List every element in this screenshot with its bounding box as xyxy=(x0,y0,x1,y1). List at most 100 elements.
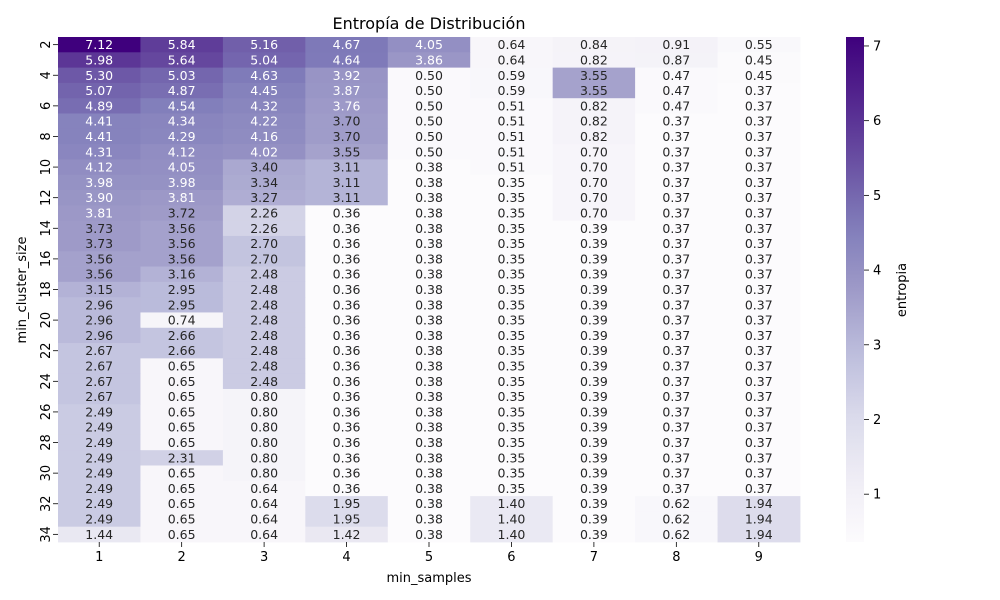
heatmap-cell xyxy=(635,220,718,237)
heatmap-cell-label: 0.65 xyxy=(168,496,196,511)
heatmap-cell-label: 0.36 xyxy=(333,450,361,465)
heatmap-cell-label: 5.16 xyxy=(250,37,278,52)
heatmap-cell xyxy=(552,220,636,237)
heatmap-cell xyxy=(552,327,636,344)
heatmap-cell-label: 3.70 xyxy=(333,129,361,144)
heatmap-cell-label: 0.37 xyxy=(662,129,690,144)
heatmap-cell xyxy=(717,52,801,68)
heatmap-cell xyxy=(222,480,306,497)
heatmap-cell xyxy=(470,496,554,512)
heatmap-cell xyxy=(470,511,554,528)
heatmap-cell-label: 2.67 xyxy=(85,389,113,404)
heatmap-cell-label: 0.35 xyxy=(498,282,526,297)
heatmap-cell-label: 4.12 xyxy=(168,144,196,159)
heatmap-cell-label: 0.80 xyxy=(250,466,278,481)
heatmap-cell xyxy=(58,37,141,53)
heatmap-cell xyxy=(58,251,141,267)
heatmap-cell-label: 0.35 xyxy=(498,450,526,465)
heatmap-cell xyxy=(140,190,224,206)
heatmap-cell xyxy=(387,343,471,359)
heatmap-cell xyxy=(717,434,801,451)
heatmap-cell xyxy=(222,144,306,160)
heatmap-cell-label: 4.54 xyxy=(168,98,196,113)
heatmap-cell-label: 0.82 xyxy=(580,129,608,144)
heatmap-cell xyxy=(305,52,389,68)
heatmap-cell-label: 0.65 xyxy=(168,389,196,404)
heatmap-cell-label: 0.39 xyxy=(580,297,608,312)
heatmap-cell-label: 0.37 xyxy=(662,221,690,236)
heatmap-cell xyxy=(470,358,554,375)
heatmap-cell-label: 2.49 xyxy=(85,466,113,481)
colorbar-tick-label: 5 xyxy=(873,189,881,204)
heatmap-cell xyxy=(635,128,718,145)
heatmap-cell-label: 2.67 xyxy=(85,343,113,358)
heatmap-cell xyxy=(470,113,554,130)
heatmap-cell xyxy=(387,434,471,451)
heatmap-cell xyxy=(635,343,718,359)
heatmap-cell-label: 4.63 xyxy=(250,68,278,83)
heatmap-cell-label: 2.49 xyxy=(85,450,113,465)
colorbar xyxy=(846,37,864,542)
colorbar-ticks: 1 2 3 4 5 6 7 xyxy=(864,39,881,503)
x-axis-ticks: 1 2 3 4 5 6 7 8 9 xyxy=(95,542,763,565)
heatmap-cell-label: 0.62 xyxy=(662,512,690,527)
colorbar-tick-label: 2 xyxy=(873,413,881,428)
heatmap-cell xyxy=(635,358,718,375)
heatmap-cell xyxy=(140,450,224,466)
heatmap-cell xyxy=(305,327,389,344)
heatmap-cell xyxy=(222,434,306,451)
heatmap-cell xyxy=(305,450,389,466)
heatmap-cell-label: 0.37 xyxy=(745,144,773,159)
x-tick-label: 3 xyxy=(260,550,268,565)
heatmap-cell xyxy=(387,128,471,145)
heatmap-cell xyxy=(58,281,141,298)
heatmap-cell xyxy=(717,159,801,176)
heatmap-cell-label: 0.37 xyxy=(662,389,690,404)
heatmap-cell xyxy=(140,113,224,130)
heatmap-cell xyxy=(635,144,718,160)
y-tick-label: 32 xyxy=(39,495,54,512)
heatmap-cell-label: 0.37 xyxy=(662,359,690,374)
heatmap-cell-label: 0.37 xyxy=(662,435,690,450)
heatmap-cell xyxy=(387,251,471,267)
heatmap-cell xyxy=(717,358,801,375)
heatmap-cell xyxy=(552,52,636,68)
heatmap-cell-label: 1.44 xyxy=(85,527,113,542)
heatmap-cell-label: 3.56 xyxy=(85,251,113,266)
heatmap-cell-label: 4.16 xyxy=(250,129,278,144)
heatmap-cell-label: 0.36 xyxy=(333,466,361,481)
heatmap-cell-label: 0.64 xyxy=(498,37,526,52)
x-tick-label: 7 xyxy=(590,550,598,565)
heatmap-cell xyxy=(470,343,554,359)
heatmap-cell-label: 0.35 xyxy=(498,190,526,205)
heatmap-cell-label: 0.37 xyxy=(662,144,690,159)
heatmap-cell-label: 2.48 xyxy=(250,374,278,389)
heatmap-cell-label: 3.55 xyxy=(580,68,608,83)
heatmap-cell xyxy=(552,67,636,84)
heatmap-cell xyxy=(387,144,471,160)
heatmap-cell xyxy=(552,281,636,298)
heatmap-cell-label: 0.80 xyxy=(250,450,278,465)
heatmap-cell-label: 0.65 xyxy=(168,374,196,389)
heatmap-cell xyxy=(717,67,801,84)
heatmap-cell-label: 2.49 xyxy=(85,496,113,511)
heatmap-cell-label: 0.39 xyxy=(580,496,608,511)
heatmap-cell-label: 0.39 xyxy=(580,251,608,266)
heatmap-cell xyxy=(470,159,554,176)
heatmap-cell xyxy=(387,113,471,130)
heatmap-cell-label: 1.40 xyxy=(498,527,526,542)
heatmap-cell xyxy=(140,98,224,114)
heatmap-cell xyxy=(470,450,554,466)
heatmap-cell-label: 0.80 xyxy=(250,404,278,419)
heatmap-cell xyxy=(552,480,636,497)
colorbar-tick-label: 7 xyxy=(873,39,881,54)
heatmap-cell xyxy=(387,281,471,298)
heatmap-cell xyxy=(552,266,636,283)
heatmap-cell-label: 0.50 xyxy=(415,98,443,113)
heatmap-cell-label: 3.98 xyxy=(168,175,196,190)
heatmap-cell-label: 4.89 xyxy=(85,98,113,113)
heatmap-cell-label: 0.70 xyxy=(580,175,608,190)
heatmap-cell-label: 0.35 xyxy=(498,175,526,190)
heatmap-cell-label: 0.38 xyxy=(415,481,443,496)
y-tick-label: 4 xyxy=(39,71,54,79)
